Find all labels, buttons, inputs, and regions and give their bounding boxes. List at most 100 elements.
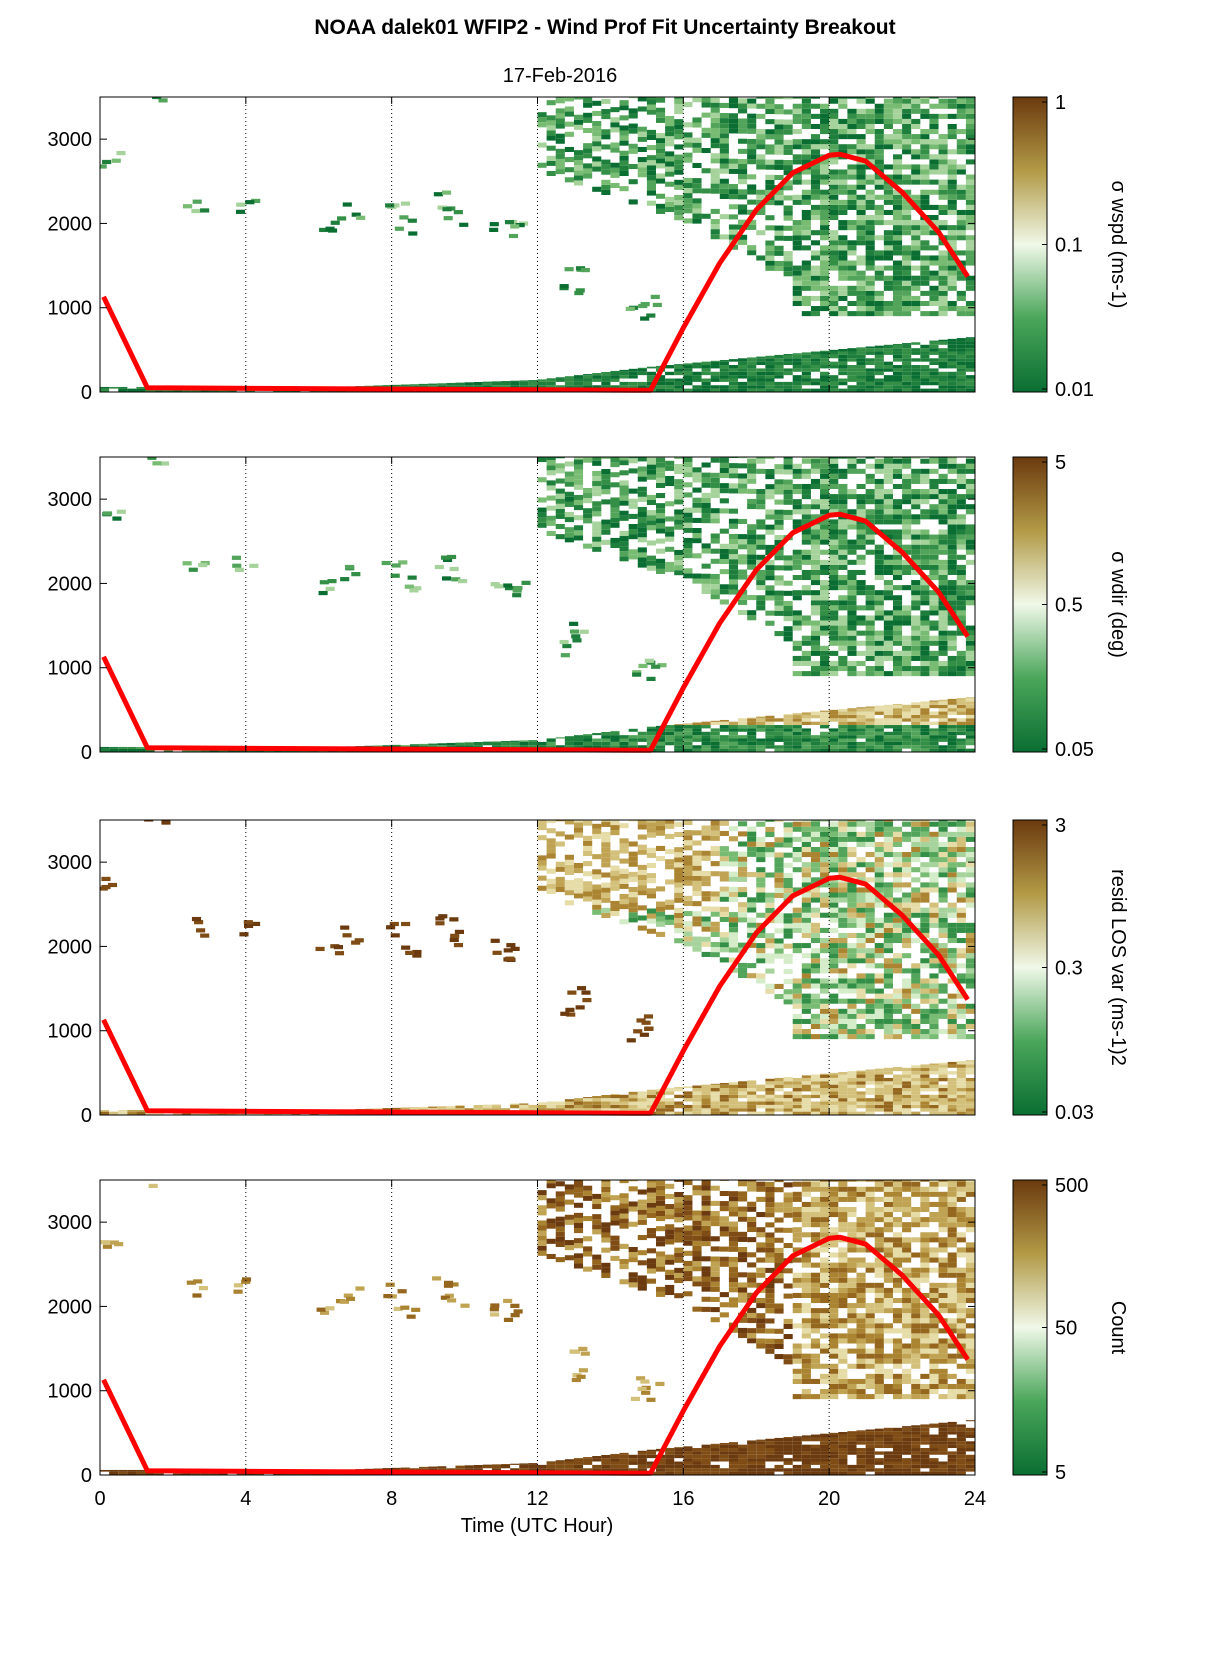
heatmap-cell xyxy=(583,738,593,742)
heatmap-cell xyxy=(956,468,966,474)
heatmap-cell xyxy=(838,504,848,510)
heatmap-cell xyxy=(865,97,875,99)
heatmap-cell xyxy=(118,746,128,749)
heatmap-cell xyxy=(902,1029,912,1035)
heatmap-cell xyxy=(738,721,748,726)
heatmap-cell xyxy=(674,741,684,746)
heatmap-cell xyxy=(756,368,766,372)
heatmap-cell xyxy=(965,902,975,908)
heatmap-cell xyxy=(865,260,875,266)
heatmap-cell xyxy=(183,204,193,209)
heatmap-cell xyxy=(747,381,757,386)
y-tick-label: 0 xyxy=(81,742,92,764)
heatmap-cell xyxy=(692,946,702,952)
heatmap-cell xyxy=(756,194,766,200)
heatmap-cell xyxy=(865,862,875,868)
heatmap-cell xyxy=(710,548,720,554)
heatmap-cell xyxy=(665,131,675,137)
heatmap-cell xyxy=(692,517,702,523)
heatmap-cell xyxy=(829,927,839,933)
heatmap-cell xyxy=(856,204,866,210)
heatmap-cell xyxy=(965,285,975,291)
heatmap-cell xyxy=(892,605,903,611)
y-tick-label: 1000 xyxy=(48,298,93,320)
heatmap-cell xyxy=(902,820,912,822)
heatmap-cell xyxy=(655,208,666,214)
heatmap-cell xyxy=(810,179,821,185)
heatmap-cell xyxy=(810,821,821,827)
heatmap-cell xyxy=(564,267,574,272)
heatmap-cell xyxy=(911,820,921,822)
heatmap-cell xyxy=(619,738,629,742)
heatmap-cell xyxy=(947,1013,957,1019)
heatmap-cell xyxy=(911,169,921,175)
heatmap-cell xyxy=(765,149,775,155)
heatmap-cell xyxy=(856,735,866,739)
heatmap-cell xyxy=(728,123,739,129)
heatmap-cell xyxy=(792,103,802,109)
heatmap-cell xyxy=(838,358,848,362)
heatmap-cell xyxy=(920,388,930,392)
heatmap-cell xyxy=(756,738,766,742)
heatmap-cell xyxy=(692,941,702,947)
heatmap-cell xyxy=(674,109,684,115)
heatmap-cell xyxy=(747,735,757,739)
heatmap-cell xyxy=(902,544,912,550)
heatmap-cell xyxy=(938,375,948,379)
heatmap-cell xyxy=(710,183,720,189)
heatmap-cell xyxy=(783,354,793,359)
heatmap-cell xyxy=(428,1106,438,1109)
heatmap-cell xyxy=(510,380,520,382)
heatmap-cell xyxy=(965,697,975,699)
heatmap-cell xyxy=(892,129,903,135)
heatmap-cell xyxy=(929,575,939,581)
heatmap-cell xyxy=(701,507,711,514)
heatmap-cell xyxy=(847,867,857,873)
heatmap-cell xyxy=(838,149,848,155)
heatmap-cell xyxy=(929,361,939,366)
heatmap-cell xyxy=(920,912,930,918)
heatmap-cell xyxy=(902,483,912,490)
heatmap-cell xyxy=(883,671,893,677)
heatmap-cell xyxy=(573,175,584,181)
heatmap-cell xyxy=(573,1101,584,1105)
heatmap-cell xyxy=(810,275,821,281)
heatmap-cell xyxy=(892,260,903,266)
heatmap-cell xyxy=(728,554,739,560)
heatmap-cell xyxy=(847,725,857,729)
heatmap-cell xyxy=(774,195,784,201)
heatmap-cell xyxy=(865,826,875,832)
heatmap-cell xyxy=(847,1029,857,1035)
heatmap-cell xyxy=(801,280,811,286)
heatmap-cell xyxy=(342,202,352,207)
heatmap-cell xyxy=(100,748,110,752)
heatmap-cell xyxy=(719,553,729,559)
heatmap-cell xyxy=(665,388,675,392)
heatmap-cell xyxy=(404,584,414,589)
heatmap-cell xyxy=(145,1111,155,1115)
heatmap-cell xyxy=(920,846,930,853)
heatmap-cell xyxy=(765,215,775,221)
heatmap-cell xyxy=(801,635,811,641)
heatmap-cell xyxy=(573,375,584,379)
heatmap-cell xyxy=(792,645,802,651)
heatmap-cell xyxy=(601,479,611,485)
heatmap-cell xyxy=(655,107,666,113)
heatmap-cell xyxy=(838,917,848,923)
heatmap-cell xyxy=(564,864,574,870)
heatmap-cell xyxy=(801,912,811,918)
heatmap-cell xyxy=(911,748,921,752)
heatmap-cell xyxy=(719,467,729,474)
heatmap-cell xyxy=(801,877,811,883)
heatmap-cell xyxy=(537,825,547,831)
heatmap-cell xyxy=(774,365,784,369)
heatmap-cell xyxy=(883,209,893,215)
heatmap-cell xyxy=(172,390,183,392)
heatmap-cell xyxy=(938,912,948,918)
heatmap-cell xyxy=(701,835,711,841)
heatmap-cell xyxy=(592,186,602,192)
heatmap-cell xyxy=(838,943,848,949)
heatmap-cell xyxy=(583,153,593,159)
heatmap-cell xyxy=(810,149,821,155)
heatmap-cell xyxy=(719,473,729,479)
